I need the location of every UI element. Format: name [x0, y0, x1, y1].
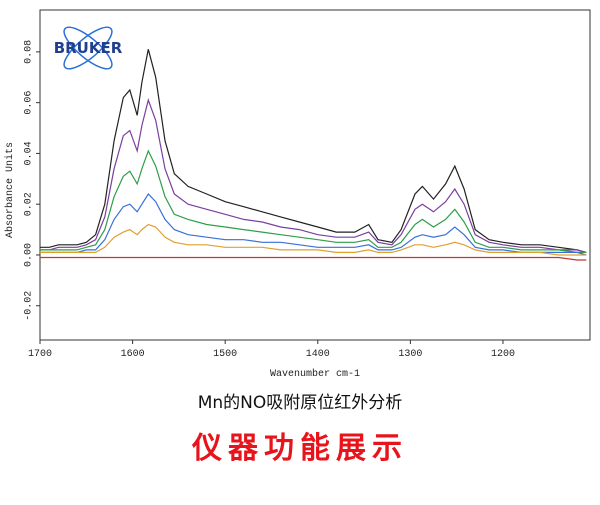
- y-tick-label: 0.06: [24, 91, 35, 115]
- plot-frame: [39, 9, 591, 341]
- y-tick-label: 0.08: [24, 40, 35, 64]
- y-axis-label: Absorbance Units: [4, 142, 16, 238]
- y-tick-label: -0.02: [24, 291, 35, 321]
- spectrum-line: [40, 256, 587, 261]
- banner: 仪器功能展示: [191, 431, 408, 466]
- x-tick-label: 1400: [306, 349, 330, 360]
- logo: BRUKER: [54, 39, 123, 57]
- x-axis-label: Wavenumber cm-1: [270, 368, 360, 380]
- y-tick-label: 0.04: [24, 141, 35, 165]
- logo-graphic: BRUKER: [54, 26, 123, 70]
- x-tick-label: 1700: [28, 349, 52, 360]
- spectrum-line: [40, 193, 587, 256]
- x-tick-label: 1200: [491, 349, 515, 360]
- spectrum-line: [40, 149, 587, 253]
- y-tick-label: 0.00: [24, 243, 35, 267]
- x-tick-label: 1600: [121, 349, 145, 360]
- spectrum-line: [40, 49, 587, 253]
- x-tick-label: 1500: [213, 349, 237, 360]
- x-tick-label: 1300: [398, 349, 422, 360]
- caption: Mn的NO吸附原位红外分析: [198, 393, 403, 413]
- y-tick-label: 0.02: [24, 192, 35, 216]
- spectrum-line: [40, 98, 587, 253]
- spectrum-line: [40, 223, 587, 256]
